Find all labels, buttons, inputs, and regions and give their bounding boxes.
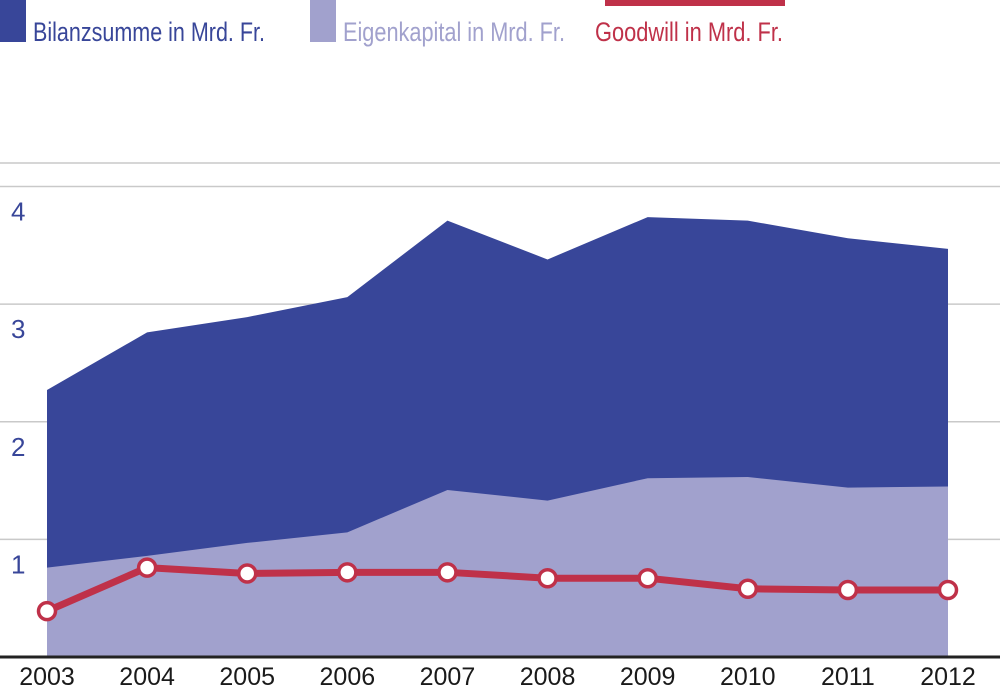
x-tick-label: 2007 xyxy=(420,663,476,687)
legend-swatch xyxy=(310,0,336,42)
goodwill-point xyxy=(437,562,458,583)
area-eigenkapital xyxy=(47,477,948,657)
goodwill-point xyxy=(337,562,358,583)
goodwill-point xyxy=(537,567,558,589)
x-tick-label: 2006 xyxy=(320,663,376,687)
legend-label: Bilanzsumme in Mrd. Fr. xyxy=(33,17,265,47)
x-axis-ticks: 2003 2004 2005 2006 2007 2008 2009 2010 2011 2012 xyxy=(19,663,976,687)
x-tick-label: 2010 xyxy=(720,663,776,687)
y-tick-label: 1 xyxy=(11,549,25,579)
goodwill-point xyxy=(937,579,959,601)
x-tick-label: 2003 xyxy=(19,663,75,687)
goodwill-point xyxy=(837,579,859,601)
legend-swatch xyxy=(0,0,26,42)
goodwill-point xyxy=(36,600,58,622)
goodwill-point xyxy=(136,557,158,578)
x-tick-label: 2012 xyxy=(920,663,976,687)
y-tick-label: 4 xyxy=(11,197,25,227)
x-tick-label: 2005 xyxy=(219,663,275,687)
y-tick-label: 3 xyxy=(11,314,25,344)
goodwill-point xyxy=(637,567,658,589)
x-tick-label: 2004 xyxy=(119,663,175,687)
x-tick-label: 2008 xyxy=(520,663,576,687)
legend-label: Goodwill in Mrd. Fr. xyxy=(595,17,783,47)
area-layers xyxy=(47,217,948,657)
x-tick-label: 2011 xyxy=(821,663,875,687)
legend-swatch xyxy=(605,0,785,6)
goodwill-line xyxy=(43,564,952,615)
goodwill-series xyxy=(36,557,959,622)
goodwill-point xyxy=(737,578,759,600)
y-axis-ticks: 1 2 3 4 xyxy=(11,197,25,580)
legend-label: Eigenkapital in Mrd. Fr. xyxy=(343,17,565,47)
x-tick-label: 2009 xyxy=(620,663,676,687)
y-tick-label: 2 xyxy=(11,432,25,462)
legend: Bilanzsumme in Mrd. Fr. Eigenkapital in M… xyxy=(0,0,785,47)
goodwill-point xyxy=(236,563,258,584)
